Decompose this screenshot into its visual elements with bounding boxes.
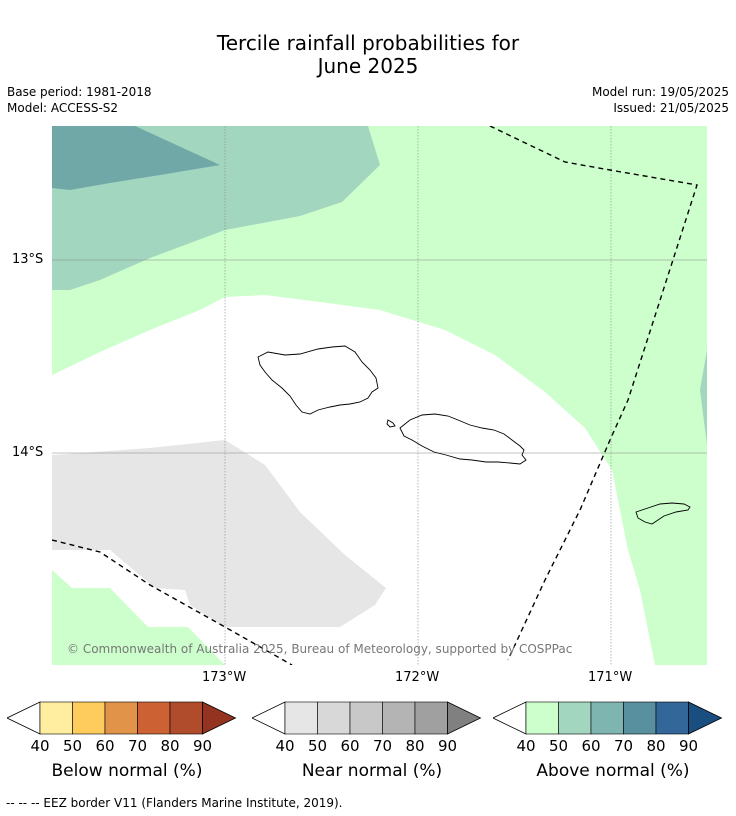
gridlines — [52, 126, 707, 665]
issued-date: Issued: 21/05/2025 — [613, 101, 729, 115]
title-line-2: June 2025 — [317, 54, 419, 78]
map-fill-layer — [52, 126, 707, 665]
colorbar-segment — [590, 701, 624, 735]
lon-tick-172w: 172°W — [395, 670, 440, 685]
colorbar-tick-label: 50 — [63, 737, 82, 755]
colorbar-tick-label: 60 — [340, 737, 359, 755]
colorbar-segment — [284, 701, 318, 735]
colorbar-tick-label: 70 — [614, 737, 633, 755]
colorbar-tick-label: 90 — [193, 737, 212, 755]
colorbar-high-extend — [688, 701, 723, 735]
colorbar-segment — [137, 701, 171, 735]
colorbar-segment — [623, 701, 657, 735]
lon-tick-173w: 173°W — [202, 670, 247, 685]
model-name: Model: ACCESS-S2 — [7, 101, 119, 115]
colorbar-segment — [104, 701, 138, 735]
savaii-island — [257, 345, 379, 415]
colorbar-tick-label: 70 — [128, 737, 147, 755]
above-normal-40-region — [52, 126, 707, 665]
manono-islet — [386, 419, 396, 428]
base-period: Base period: 1981-2018 — [7, 85, 152, 99]
title-line-1: Tercile rainfall probabilities for — [216, 31, 520, 55]
colorbar-tick-label: 60 — [95, 737, 114, 755]
colorbar-segment — [72, 701, 106, 735]
eez-borders — [52, 126, 698, 665]
colorbar-tick-label: 80 — [405, 737, 424, 755]
model-run: Model run: 19/05/2025 — [591, 85, 729, 99]
colorbar-title: Near normal (%) — [301, 761, 443, 781]
upolu-island — [399, 413, 527, 465]
colorbar-segment — [382, 701, 416, 735]
lat-tick-13s: 13°S — [12, 252, 44, 267]
tutuila-island — [635, 502, 691, 525]
forecast-map: © Commonwealth of Australia 2025, Bureau… — [52, 126, 707, 665]
colorbar-segment — [39, 701, 73, 735]
colorbar-low-extend — [493, 701, 527, 735]
lat-tick-14s: 14°S — [12, 445, 44, 460]
colorbar-title: Above normal (%) — [536, 761, 690, 781]
colorbar-tick-label: 80 — [646, 737, 665, 755]
colorbar-high-extend — [447, 701, 482, 735]
colorbar-tick-label: 40 — [275, 737, 294, 755]
colorbar-high-extend — [202, 701, 237, 735]
colorbar-segment — [317, 701, 351, 735]
lon-tick-171w: 171°W — [588, 670, 633, 685]
colorbar-tick-label: 50 — [549, 737, 568, 755]
above-normal-edge-region — [700, 350, 707, 445]
colorbar-2: 40 50 60 70 80 90 — [252, 701, 482, 755]
colorbar-tick-label: 40 — [516, 737, 535, 755]
colorbar-tick-label: 80 — [160, 737, 179, 755]
colorbar-tick-label: 90 — [679, 737, 698, 755]
colorbar-segment — [414, 701, 448, 735]
colorbar-tick-label: 90 — [438, 737, 457, 755]
colorbar-low-extend — [7, 701, 41, 735]
near-normal-40-region — [52, 440, 386, 627]
colorbar-low-extend — [252, 701, 286, 735]
above-normal-sw-region — [52, 570, 225, 665]
colorbar-tick-label: 70 — [373, 737, 392, 755]
colorbar-segment — [655, 701, 689, 735]
colorbar-3: 40 50 60 70 80 90 — [493, 701, 723, 755]
colorbar-segment — [169, 701, 203, 735]
colorbar-1: 40 50 60 70 80 90 — [7, 701, 237, 755]
colorbar-segment — [558, 701, 592, 735]
colorbar-segment — [525, 701, 559, 735]
colorbar-tick-label: 50 — [308, 737, 327, 755]
eez-footnote: -- -- -- EEZ border V11 (Flanders Marine… — [6, 796, 343, 810]
copyright-notice: © Commonwealth of Australia 2025, Bureau… — [67, 642, 572, 656]
colorbar-tick-label: 60 — [581, 737, 600, 755]
colorbar-tick-label: 40 — [30, 737, 49, 755]
colorbar-segment — [349, 701, 383, 735]
colorbar-title: Below normal (%) — [51, 761, 203, 781]
island-outlines — [257, 345, 691, 525]
above-normal-60-region — [52, 126, 220, 190]
